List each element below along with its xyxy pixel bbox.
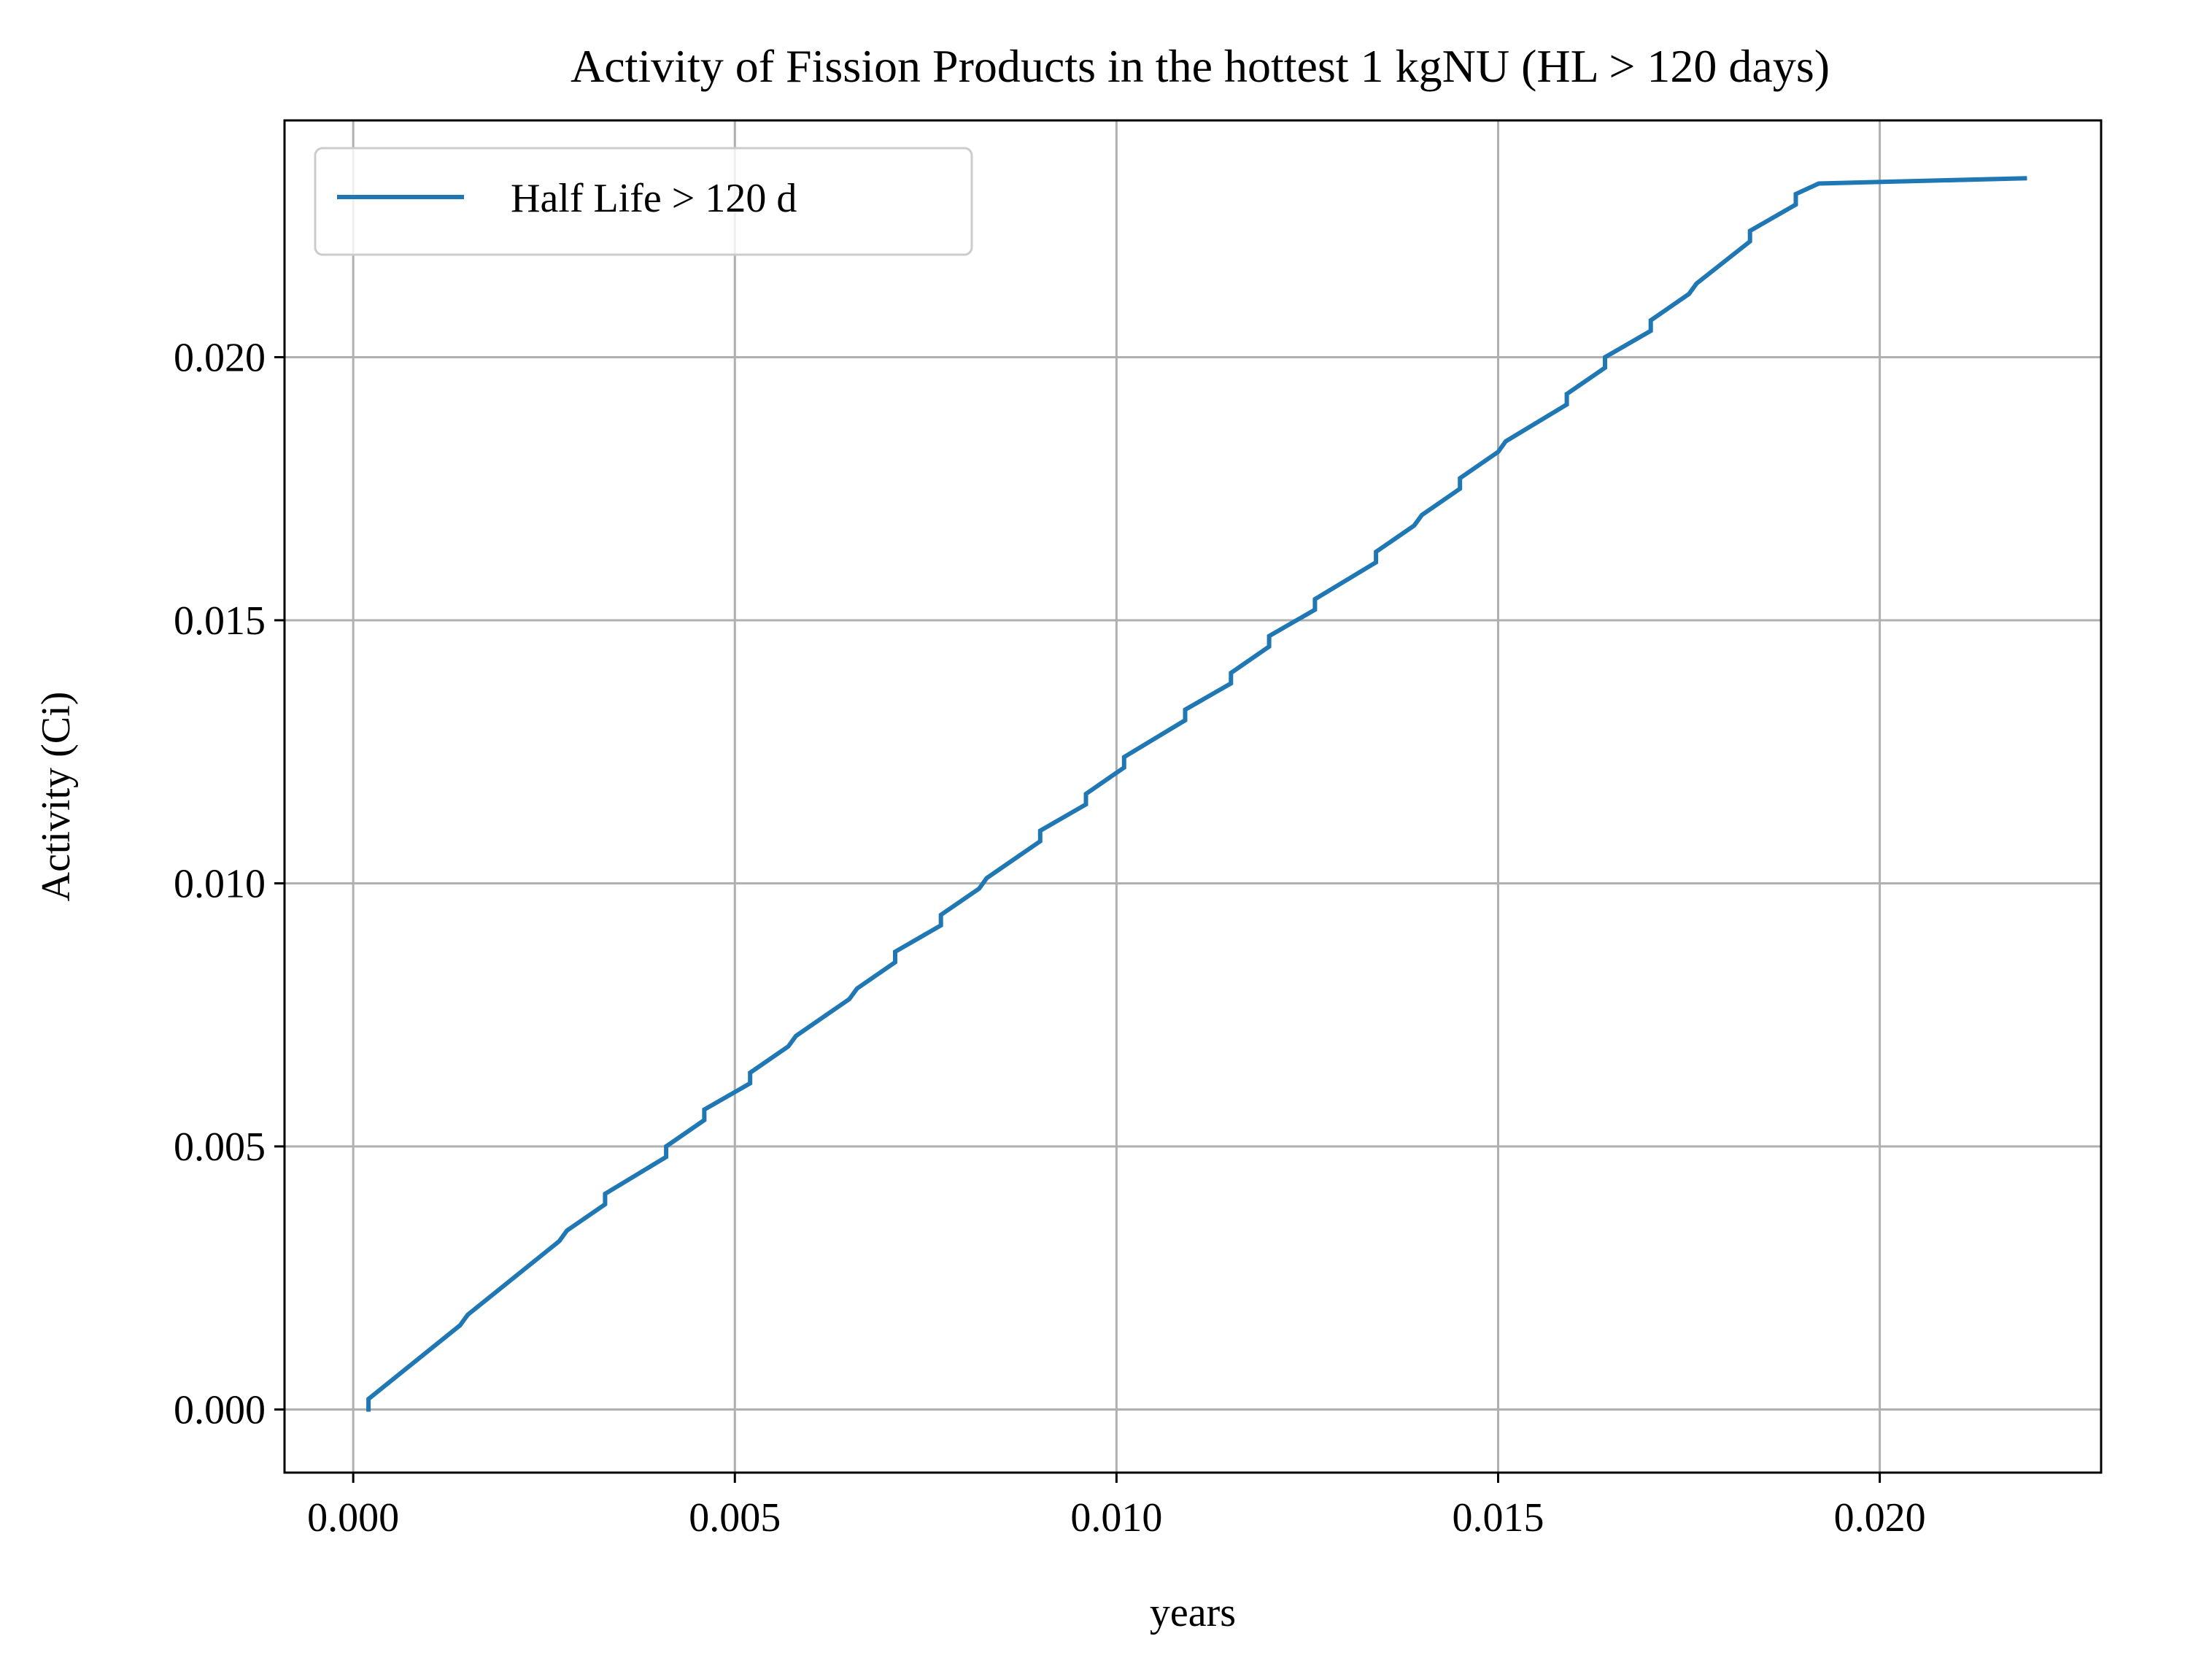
x-tick-label: 0.000 [307,1495,399,1540]
x-tick-label: 0.010 [1070,1495,1162,1540]
x-axis-label: years [1150,1590,1236,1635]
x-tick-label: 0.020 [1834,1495,1926,1540]
chart-title: Activity of Fission Products in the hott… [571,40,1830,92]
series-line [366,176,2027,1412]
plot-frame [283,119,2103,1474]
x-tick-label: 0.005 [689,1495,781,1540]
series-layer [366,176,2027,1412]
legend-box [314,147,973,256]
grid [285,120,2101,1473]
x-tick-label: 0.015 [1452,1495,1544,1540]
legend-label: Half Life > 120 d [511,176,797,221]
y-tick-label: 0.005 [174,1125,266,1170]
y-tick-label: 0.020 [174,335,266,380]
y-tick-label: 0.000 [174,1387,266,1432]
y-tick-label: 0.010 [174,861,266,906]
y-tick-label: 0.015 [174,598,266,644]
tick-layer: 0.000 0.005 0.010 0.015 0.020 0.000 0.005 0.010… [174,335,1926,1540]
y-axis-label: Activity (Ci) [34,692,79,902]
legend: Half Life > 120 d [314,147,973,256]
